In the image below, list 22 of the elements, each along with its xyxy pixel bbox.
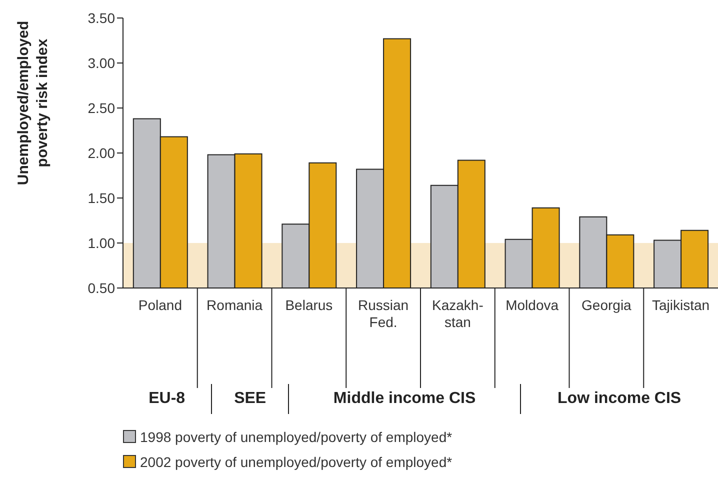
y-axis-title: Unemployed/employed poverty risk index [15, 20, 51, 186]
x-tick-label: Romania [206, 297, 263, 313]
y-tick-label: 1.50 [88, 190, 116, 206]
legend-label: 2002 poverty of unemployed/poverty of employed* [140, 454, 452, 470]
legend-label: 1998 poverty of unemployed/poverty of employed* [140, 428, 452, 444]
text: Middle income CIS [288, 384, 520, 414]
x-tick-label: Russian Fed. [358, 297, 409, 330]
x-tick-label: Tajikistan [652, 297, 710, 313]
text: Low income CIS [520, 384, 718, 414]
x-tick-label: Moldova [506, 297, 559, 313]
y-tick-label: 2.50 [88, 100, 116, 116]
y-tick-label: 3.00 [88, 54, 116, 71]
y-tick-label: 3.50 [88, 10, 116, 26]
text: EU-8 [148, 389, 186, 409]
y-tick-label: 2.00 [88, 144, 116, 161]
y-tick-label: 0.50 [88, 280, 116, 296]
x-tick-label: Poland [138, 297, 182, 313]
x-tick-label: Belarus [285, 297, 333, 313]
x-tick-label: Georgia [582, 297, 632, 313]
y-tick-label: 1.00 [88, 234, 116, 251]
text: SEE [210, 384, 288, 414]
x-tick-label: Kazakh- stan [432, 297, 484, 330]
